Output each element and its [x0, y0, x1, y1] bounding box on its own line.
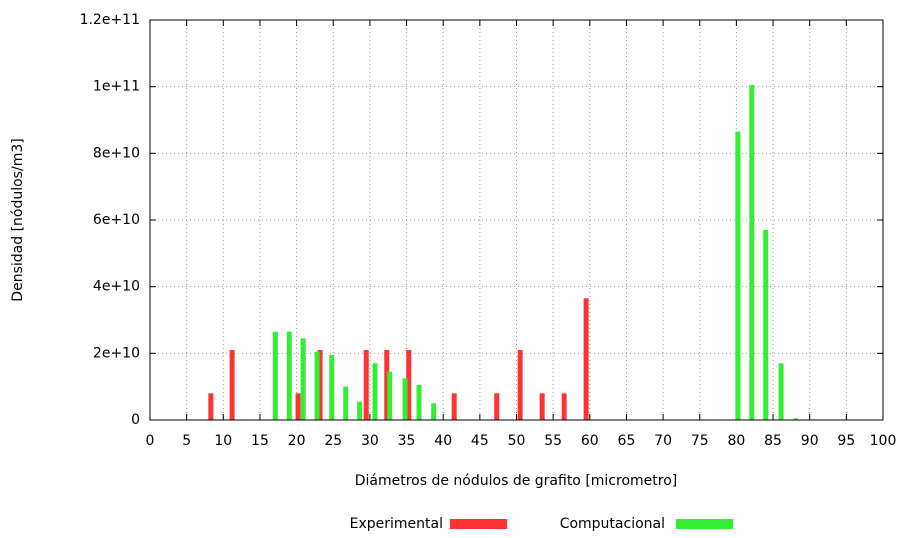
plot-border	[149, 19, 884, 421]
x-tick-label: 45	[471, 433, 489, 449]
x-tick-label: 60	[581, 433, 599, 449]
bar	[314, 351, 320, 420]
x-tick-label: 0	[146, 433, 155, 449]
x-tick-label: 50	[508, 433, 526, 449]
x-tick-label: 95	[837, 433, 855, 449]
bar	[343, 386, 349, 420]
bar	[363, 350, 369, 420]
x-tick-label: 80	[727, 433, 745, 449]
bar	[517, 350, 523, 420]
bar	[561, 393, 567, 420]
x-tick-label: 35	[398, 433, 416, 449]
y-tick-label: 1.2e+11	[80, 12, 140, 28]
x-tick-label: 55	[544, 433, 562, 449]
x-tick-label: 15	[251, 433, 269, 449]
bar	[451, 393, 457, 420]
bar	[402, 378, 408, 420]
bar	[431, 403, 437, 420]
bar	[229, 350, 235, 420]
bar	[735, 131, 741, 420]
x-tick-label: 20	[288, 433, 306, 449]
bar	[406, 350, 412, 420]
bar	[300, 338, 306, 420]
legend-swatch	[676, 519, 733, 529]
bar	[793, 418, 799, 420]
bar	[208, 393, 214, 420]
x-axis-label: Diámetros de nódulos de grafito [microme…	[355, 473, 678, 489]
bar	[317, 350, 323, 420]
x-tick-label: 65	[618, 433, 636, 449]
x-tick-label: 90	[801, 433, 819, 449]
x-tick-label: 75	[691, 433, 709, 449]
bar	[749, 85, 755, 420]
bar	[329, 355, 335, 420]
bar	[286, 331, 292, 420]
x-tick-label: 85	[764, 433, 782, 449]
x-tick-label: 30	[361, 433, 379, 449]
bar	[272, 331, 278, 420]
legend-label: Computacional	[560, 516, 665, 532]
bar	[387, 371, 393, 420]
y-tick-label: 0	[131, 412, 140, 428]
y-axis-label: Densidad [nódulos/m3]	[10, 138, 26, 301]
x-tick-label: 5	[182, 433, 191, 449]
y-tick-label: 6e+10	[93, 212, 140, 228]
y-tick-label: 8e+10	[93, 145, 140, 161]
legend-swatch	[450, 519, 507, 529]
bar	[372, 363, 378, 420]
bar	[763, 230, 769, 420]
y-tick-label: 4e+10	[93, 279, 140, 295]
x-tick-label: 70	[654, 433, 672, 449]
bar	[539, 393, 545, 420]
bar	[494, 393, 500, 420]
bar	[778, 363, 784, 420]
bar	[416, 385, 422, 420]
x-tick-label: 10	[214, 433, 232, 449]
x-tick-label: 100	[870, 433, 897, 449]
legend-label: Experimental	[350, 516, 443, 532]
y-tick-label: 1e+11	[93, 79, 140, 95]
bar	[295, 393, 301, 420]
x-tick-label: 40	[434, 433, 452, 449]
bar	[357, 401, 363, 420]
bar	[384, 350, 390, 420]
bar	[583, 298, 589, 420]
x-tick-label: 25	[324, 433, 342, 449]
y-tick-label: 2e+10	[93, 345, 140, 361]
